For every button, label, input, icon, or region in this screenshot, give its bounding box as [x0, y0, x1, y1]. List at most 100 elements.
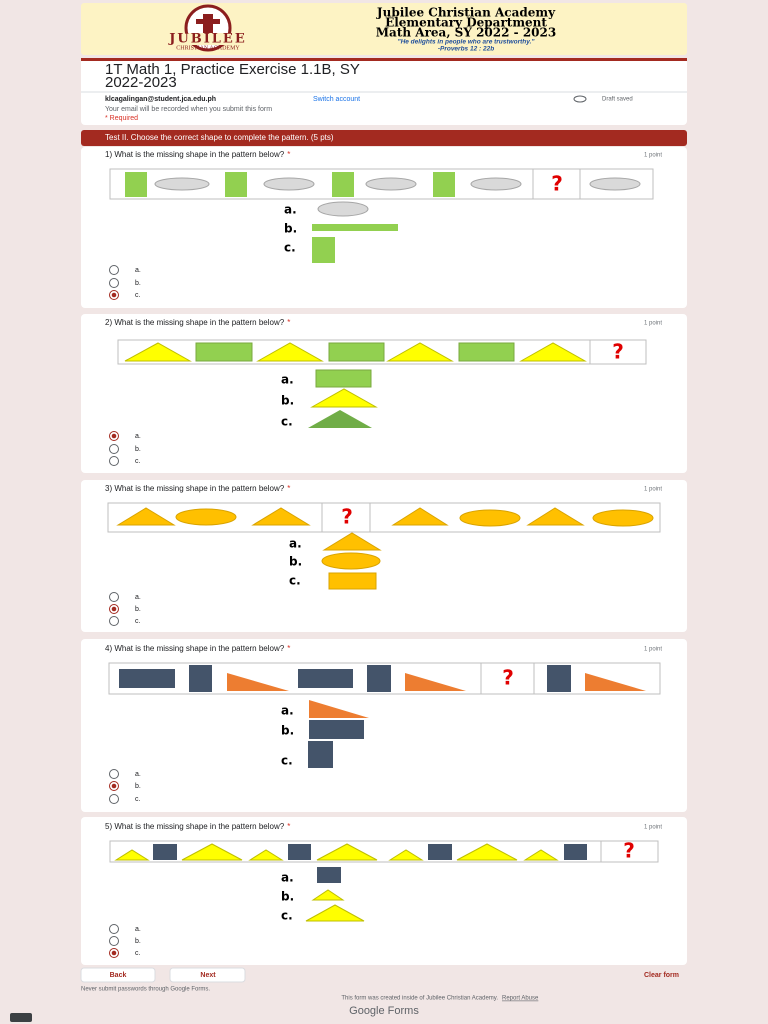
shape — [321, 552, 381, 570]
shape — [589, 177, 641, 191]
choice-label: c. — [281, 415, 293, 429]
shape — [428, 844, 452, 860]
shape — [312, 237, 335, 263]
help-button[interactable] — [10, 1013, 32, 1022]
option-label: a. — [135, 433, 141, 440]
choice-label: b. — [289, 555, 302, 569]
question-card — [81, 314, 687, 473]
shape — [298, 669, 353, 688]
shape — [386, 342, 454, 362]
required-note: * Required — [105, 115, 138, 122]
required-mark: * — [287, 644, 290, 653]
radio[interactable] — [109, 265, 119, 275]
option-label: b. — [135, 280, 141, 287]
radio[interactable] — [109, 794, 119, 804]
form-title: 1T Math 1, Practice Exercise 1.1B, SY — [105, 61, 360, 78]
missing-mark: ? — [341, 505, 353, 529]
shape — [312, 224, 398, 231]
points: 1 point — [644, 321, 662, 327]
report-abuse[interactable]: Report Abuse — [502, 996, 539, 1002]
choice-label: c. — [281, 754, 293, 768]
shape — [305, 904, 365, 922]
question-text: 3) What is the missing shape in the patt… — [105, 484, 285, 493]
radio[interactable] — [109, 456, 119, 466]
next-button[interactable] — [169, 967, 246, 983]
radio-dot — [111, 292, 117, 298]
shape — [328, 342, 385, 362]
pattern-3: ? a. b. c. — [107, 502, 661, 590]
option-label: c. — [135, 458, 141, 465]
option-label: c. — [135, 618, 141, 625]
switch-account[interactable]: Switch account — [313, 96, 360, 103]
shape — [181, 843, 243, 861]
option-label: b. — [135, 606, 141, 613]
required-mark: * — [287, 150, 290, 159]
choice-label: c. — [281, 909, 293, 923]
option-label: c. — [135, 796, 141, 803]
points: 1 point — [644, 487, 662, 493]
shape — [388, 849, 424, 861]
shape — [316, 843, 378, 861]
shape — [317, 867, 341, 883]
shape — [564, 844, 587, 860]
choice-label: c. — [289, 574, 301, 588]
radio[interactable] — [109, 924, 119, 934]
shape — [391, 507, 449, 526]
missing-mark: ? — [551, 172, 563, 196]
choice-label: b. — [281, 724, 294, 738]
required-mark: * — [287, 484, 290, 493]
choice-label: a. — [281, 871, 294, 885]
shape — [317, 201, 369, 217]
radio-dot — [111, 433, 117, 439]
radio-dot — [111, 783, 117, 789]
missing-mark: ? — [623, 839, 635, 863]
verse: -Proverbs 12 : 22b — [438, 46, 494, 53]
shape — [263, 177, 315, 191]
recorded-note: Your email will be recorded when you sub… — [105, 106, 272, 113]
footer-note: Never submit passwords through Google Fo… — [81, 987, 210, 993]
pattern-2: ? a. b. c. — [117, 339, 647, 429]
radio[interactable] — [109, 278, 119, 288]
radio[interactable] — [109, 769, 119, 779]
logo-cross — [196, 19, 220, 24]
logo-cross — [203, 14, 213, 36]
option-label: c. — [135, 292, 141, 299]
shape — [433, 172, 455, 197]
question-card — [81, 817, 687, 965]
choice-label: a. — [284, 203, 297, 217]
question-text: 4) What is the missing shape in the patt… — [105, 644, 285, 653]
question-text: 2) What is the missing shape in the patt… — [105, 318, 285, 327]
title-accent — [81, 58, 687, 61]
clear-form[interactable]: Clear form — [644, 972, 679, 979]
next-label: Next — [200, 972, 216, 979]
pattern-4: ? a. b. c. — [108, 662, 661, 768]
question-text: 5) What is the missing shape in the patt… — [105, 822, 285, 831]
shape — [458, 342, 515, 362]
logo-sub: CHRISTIAN ACADEMY — [176, 45, 240, 51]
choice-label: a. — [281, 704, 294, 718]
shape — [288, 844, 311, 860]
shape — [119, 669, 175, 688]
shape — [519, 342, 587, 362]
option-label: a. — [135, 594, 141, 601]
motto: "He delights in people who are trustwort… — [397, 39, 535, 46]
radio[interactable] — [109, 616, 119, 626]
shape — [459, 509, 521, 527]
option-label: a. — [135, 926, 141, 933]
form-title: 2022-2023 — [105, 74, 177, 91]
shape — [585, 673, 646, 691]
shape — [227, 673, 289, 691]
back-button[interactable] — [80, 967, 156, 983]
radio[interactable] — [109, 592, 119, 602]
section-title: Test II. Choose the correct shape to com… — [105, 133, 334, 142]
shape — [116, 507, 176, 526]
shape — [175, 508, 237, 526]
radio[interactable] — [109, 936, 119, 946]
missing-mark: ? — [612, 340, 624, 364]
department: Elementary Department — [385, 16, 547, 30]
brand: Google Forms — [349, 1005, 419, 1017]
option-label: b. — [135, 783, 141, 790]
shape — [248, 849, 284, 861]
shape — [315, 369, 372, 388]
radio[interactable] — [109, 444, 119, 454]
